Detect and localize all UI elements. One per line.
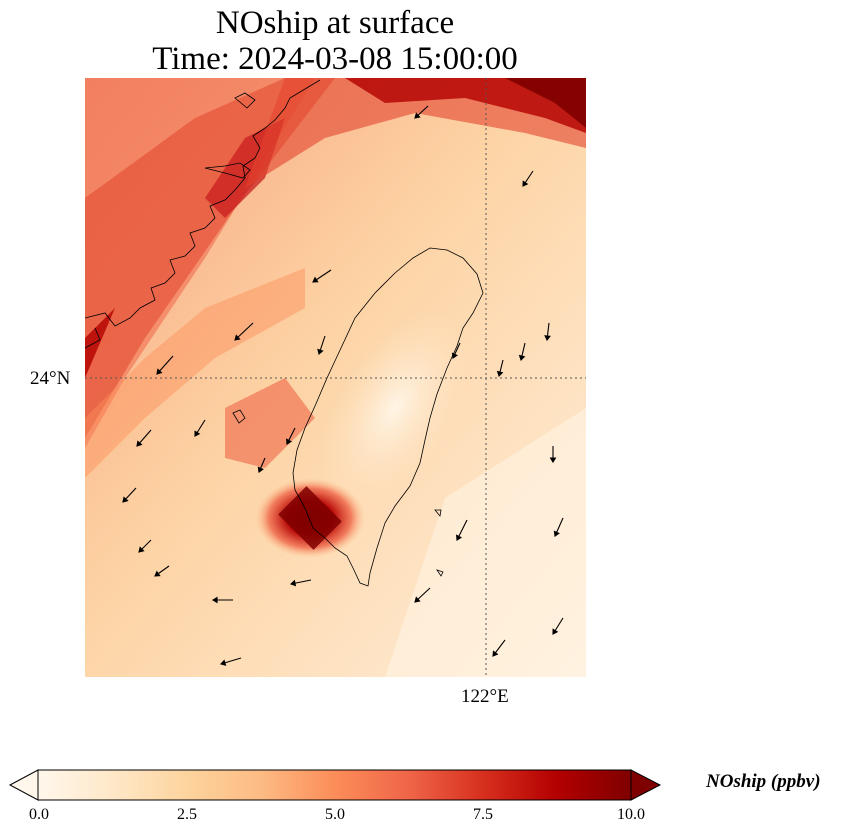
wind-arrow-head [553, 530, 560, 537]
wind-arrow-head [496, 370, 504, 378]
wind-arrow-head [518, 354, 526, 362]
gridlines [85, 78, 586, 677]
wind-arrow-head [414, 112, 421, 119]
map-title: NOship at surface [215, 5, 455, 41]
map-time: Time: 2024-03-08 15:00:00 [152, 41, 518, 77]
wind-arrow-head [136, 440, 143, 447]
wind-arrow-head [122, 496, 129, 503]
colorbar [8, 769, 662, 801]
wind-arrow-head [522, 180, 529, 187]
wind-arrow-head [194, 430, 201, 437]
wind-arrow-head [154, 570, 161, 577]
colorbar-label: NOship (ppbv) [706, 771, 821, 792]
colorbar-extend-min [8, 769, 39, 801]
colorbar-tick: 10.0 [617, 806, 645, 823]
wind-arrow-head [257, 466, 264, 473]
wind-arrow-head [312, 276, 319, 283]
wind-arrow-head [456, 534, 463, 541]
latitude-label: 24°N [30, 368, 71, 389]
colorbar-extend-max [630, 769, 662, 801]
wind-arrow-head [289, 579, 297, 587]
longitude-label: 122°E [461, 686, 509, 707]
wind-arrow-head [219, 659, 227, 666]
wind-arrow-head [234, 334, 241, 341]
wind-arrow-head [492, 650, 499, 657]
colorbar-tick: 0.0 [29, 806, 49, 823]
wind-arrow-head [414, 596, 421, 603]
wind-arrow-head [451, 352, 458, 359]
wind-arrow-head [138, 546, 145, 553]
wind-vectors [122, 105, 564, 666]
wind-arrow-head [552, 628, 559, 635]
colorbar-tick: 7.5 [473, 806, 493, 823]
wind-arrow-head [317, 348, 324, 356]
coastlines [85, 79, 484, 587]
wind-arrow-head [211, 596, 218, 604]
wind-arrow-head [544, 335, 551, 342]
wind-arrow-head [156, 368, 163, 375]
wind-arrow-head [549, 457, 557, 464]
wind-arrow-head [286, 438, 293, 445]
concentration-field [85, 78, 586, 677]
colorbar-tick: 2.5 [177, 806, 197, 823]
colorbar-tick: 5.0 [325, 806, 345, 823]
map-panel [85, 78, 586, 677]
